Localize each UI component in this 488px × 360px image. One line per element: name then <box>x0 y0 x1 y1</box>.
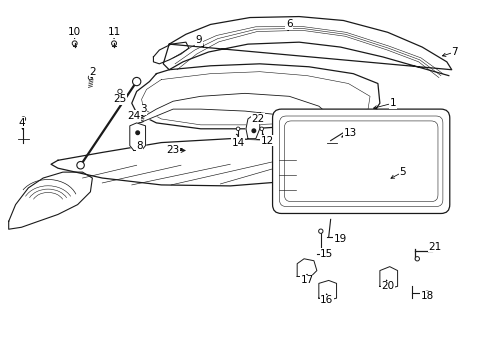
Text: 3: 3 <box>140 104 146 114</box>
Polygon shape <box>163 17 451 76</box>
Circle shape <box>318 229 322 233</box>
Text: 5: 5 <box>398 167 405 177</box>
Text: 16: 16 <box>320 295 333 305</box>
Text: 9: 9 <box>195 35 202 45</box>
Polygon shape <box>318 280 336 300</box>
Circle shape <box>236 127 240 131</box>
Polygon shape <box>137 93 333 123</box>
Text: 7: 7 <box>450 47 457 57</box>
Text: 13: 13 <box>343 128 356 138</box>
Polygon shape <box>129 123 145 150</box>
Text: 19: 19 <box>333 234 346 244</box>
Text: 17: 17 <box>300 275 313 285</box>
Text: 11: 11 <box>107 27 121 37</box>
Circle shape <box>88 76 92 80</box>
Circle shape <box>424 291 428 296</box>
Text: 6: 6 <box>285 19 292 30</box>
Polygon shape <box>131 64 379 129</box>
Text: 12: 12 <box>261 136 274 145</box>
Circle shape <box>260 127 263 131</box>
Circle shape <box>136 131 139 135</box>
Text: 23: 23 <box>166 145 180 156</box>
Polygon shape <box>9 172 92 229</box>
Text: 10: 10 <box>68 27 81 37</box>
Circle shape <box>111 41 116 46</box>
Text: 4: 4 <box>18 118 25 128</box>
Circle shape <box>77 162 84 169</box>
Text: 8: 8 <box>136 140 142 150</box>
Text: 14: 14 <box>231 138 244 148</box>
Circle shape <box>414 257 419 261</box>
Circle shape <box>344 129 348 133</box>
Circle shape <box>118 89 122 94</box>
Circle shape <box>21 117 25 121</box>
Circle shape <box>132 77 141 86</box>
Text: 25: 25 <box>113 94 126 104</box>
Circle shape <box>252 129 255 132</box>
Text: 15: 15 <box>320 249 333 259</box>
Text: 20: 20 <box>381 281 393 291</box>
Circle shape <box>170 148 176 153</box>
Text: 22: 22 <box>251 114 264 124</box>
Polygon shape <box>297 259 316 276</box>
Polygon shape <box>153 42 188 64</box>
Polygon shape <box>51 139 316 186</box>
Text: 21: 21 <box>427 242 441 252</box>
Text: 2: 2 <box>89 67 96 77</box>
Circle shape <box>252 119 255 123</box>
Text: 1: 1 <box>388 98 395 108</box>
Circle shape <box>72 41 77 46</box>
FancyBboxPatch shape <box>272 109 449 213</box>
Polygon shape <box>245 113 259 139</box>
Polygon shape <box>379 267 397 288</box>
Text: 18: 18 <box>420 291 433 301</box>
Circle shape <box>139 111 143 115</box>
Text: 24: 24 <box>127 111 140 121</box>
